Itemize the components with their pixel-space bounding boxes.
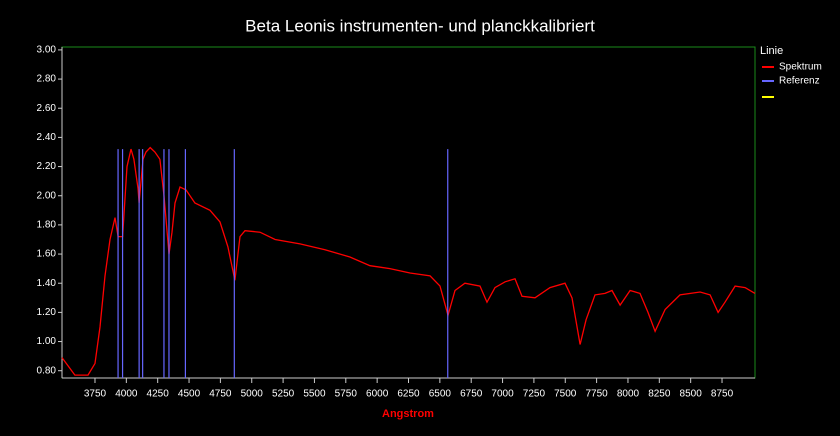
chart-title: Beta Leonis instrumenten- und planckkali… [245,16,595,35]
y-tick-label: 1.80 [37,220,57,231]
y-tick-label: 2.00 [37,190,57,201]
x-axis-label: Angstrom [382,408,434,420]
x-tick-label: 6500 [429,389,452,400]
y-tick-label: 1.00 [37,336,57,347]
x-tick-label: 4250 [147,389,170,400]
x-tick-label: 8000 [617,389,640,400]
legend-label: Referenz [779,76,820,87]
x-tick-label: 4000 [115,389,138,400]
x-tick-label: 4750 [209,389,232,400]
x-tick-label: 4500 [178,389,201,400]
spectrum-line [61,146,756,376]
x-tick-label: 8250 [648,389,671,400]
y-tick-label: 1.20 [37,307,57,318]
legend: Linie Spektrum Referenz [760,45,822,98]
legend-title: Linie [760,45,783,57]
y-tick-label: 1.40 [37,278,57,289]
x-tick-label: 5750 [335,389,358,400]
legend-label: Spektrum [779,62,822,73]
x-tick-label: 5500 [303,389,326,400]
x-tick-label: 7750 [585,389,608,400]
x-tick-label: 6750 [460,389,483,400]
y-tick-label: 1.60 [37,249,57,260]
y-tick-label: 2.80 [37,74,57,85]
y-tick-label: 3.00 [37,45,57,56]
x-tick-label: 6000 [366,389,389,400]
x-tick-label: 7500 [554,389,577,400]
x-tick-label: 8750 [711,389,734,400]
x-tick-label: 5250 [272,389,295,400]
y-tick-label: 2.20 [37,161,57,172]
x-tick-label: 6250 [397,389,420,400]
x-tick-label: 5000 [241,389,264,400]
y-tick-label: 2.60 [37,103,57,114]
x-tick-label: 3750 [84,389,107,400]
y-tick-label: 2.40 [37,132,57,143]
x-tick-label: 7000 [491,389,514,400]
x-tick-label: 8500 [680,389,703,400]
y-tick-label: 0.80 [37,365,57,376]
x-tick-label: 7250 [523,389,546,400]
